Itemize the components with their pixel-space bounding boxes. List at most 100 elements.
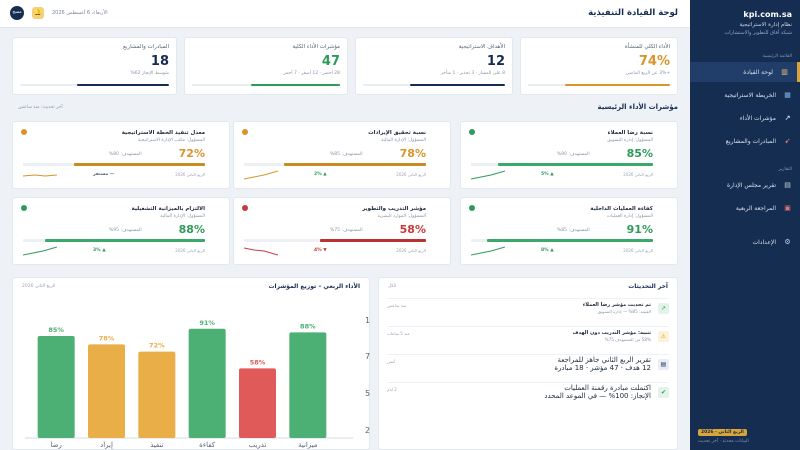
- status-dot: [469, 205, 475, 211]
- topbar: لوحة القيادة التنفيذية مسج 🔔 الأربعاء، 6…: [0, 0, 690, 28]
- sparkline-line: [244, 247, 278, 256]
- kpi-owner: المسؤول: إدارة التسويق: [607, 138, 653, 143]
- sidebar-item-dashboard[interactable]: ▥ لوحة القيادة: [690, 62, 800, 82]
- kpi-progress-track: [471, 163, 653, 166]
- bar-value-label: 91%: [199, 319, 215, 327]
- kpi-card[interactable]: معدل تنفيذ الخطة الاستراتيجية المسؤول: مك…: [12, 121, 230, 189]
- bar-value-label: 78%: [99, 334, 115, 342]
- chart-title: الأداء الربعي – توزيع المؤشرات: [268, 283, 360, 290]
- avatar[interactable]: مسج: [10, 6, 24, 20]
- kpi-progress-track: [471, 239, 653, 242]
- kpi-name: مؤشر التدريب والتطوير: [362, 206, 426, 212]
- stat-sub: متوسط الإنجاز 62%: [130, 71, 169, 76]
- update-detail: 58% من المستهدف 75%: [604, 337, 651, 342]
- update-item[interactable]: ⚠ تنبيه: مؤشر التدريب دون الهدف 58% من الم…: [387, 326, 669, 350]
- update-time: 2 أيام: [387, 387, 397, 392]
- stat-sub: +3% عن الربع الماضي: [625, 71, 670, 76]
- sidebar-footer-note: البيانات محدثة · آخر تحديث: [698, 439, 749, 444]
- sidebar-item-label: تقرير مجلس الإدارة: [726, 181, 776, 189]
- y-tick-label: 1: [365, 316, 370, 325]
- update-title: تقرير الربع الثاني جاهز للمراجعة: [557, 356, 651, 364]
- update-item[interactable]: ▤ تقرير الربع الثاني جاهز للمراجعة 12 هدف …: [387, 354, 669, 378]
- kpi-card[interactable]: نسبة رضا العملاء المسؤول: إدارة التسويق 85…: [460, 121, 678, 189]
- updates-title: آخر التحديثات: [628, 283, 668, 290]
- kpi-target: المستهدف: 85%: [330, 152, 363, 157]
- stat-value: 18: [150, 54, 169, 69]
- bar[interactable]: [37, 336, 75, 438]
- kpi-target: المستهدف: 90%: [557, 152, 590, 157]
- sparkline: [244, 247, 278, 256]
- kpi-progress-track: [23, 239, 205, 242]
- stat-label: الأهداف الاستراتيجية: [458, 44, 505, 50]
- sparkline-line: [244, 170, 278, 180]
- kpi-updated: الربع الثاني 2026: [396, 172, 426, 177]
- x-tick-label: تدريب: [249, 441, 267, 449]
- kpi-progress-track: [23, 163, 205, 166]
- kpi-owner: المسؤول: مكتب الإدارة الاستراتيجية: [137, 138, 205, 143]
- kpi-target: المستهدف: 95%: [109, 228, 142, 233]
- sidebar-item-kpis[interactable]: ↗ مؤشرات الأداء: [690, 108, 800, 128]
- kpi-value: 85%: [626, 147, 653, 160]
- update-time: منذ 5 ساعات: [387, 331, 410, 336]
- sidebar-item-quarterly-review[interactable]: ▣ المراجعة الربعية: [690, 198, 800, 218]
- x-tick-label: كفاءة: [199, 441, 216, 449]
- bar-chart: 1 7 5 2 88% ميزانية 58% تدريب 91% كفاءة 72% تنفيذ 78…: [25, 316, 370, 449]
- sidebar-item-settings[interactable]: ⚙ الإعدادات: [690, 232, 800, 252]
- sidebar-item-label: المبادرات والمشاريع: [725, 137, 776, 145]
- kpi-trend: — مستقر: [93, 172, 115, 177]
- bell-icon[interactable]: 🔔: [32, 7, 44, 19]
- sidebar-item-board-report[interactable]: ▤ تقرير مجلس الإدارة: [690, 175, 800, 195]
- sparkline: [23, 246, 57, 256]
- update-item[interactable]: ↗ تم تحديث مؤشر رضا العملاء القيمة: 85% — …: [387, 298, 669, 322]
- update-title: تنبيه: مؤشر التدريب دون الهدف: [572, 330, 651, 336]
- kpi-progress-fill: [498, 163, 653, 166]
- bar[interactable]: [88, 344, 125, 438]
- sidebar-item-label: لوحة القيادة: [743, 68, 773, 76]
- sidebar-item-initiatives[interactable]: ➹ المبادرات والمشاريع: [690, 131, 800, 151]
- sidebar-item-strategy-map[interactable]: ▦ الخريطة الاستراتيجية: [690, 85, 800, 105]
- kpi-card[interactable]: مؤشر التدريب والتطوير المسؤول: الموارد ال…: [233, 197, 451, 265]
- kpi-value: 91%: [626, 223, 653, 236]
- kpi-card[interactable]: الالتزام بالميزانية التشغيلية المسؤول: ال…: [12, 197, 230, 265]
- kpi-card[interactable]: نسبة تحقيق الإيرادات المسؤول: الإدارة الم…: [233, 121, 451, 189]
- brand: kpi.com.sa نظام إدارة الاستراتيجية شبكة …: [690, 0, 800, 42]
- bar[interactable]: [138, 351, 176, 438]
- chart-period: الربع الثاني 2026: [22, 284, 56, 289]
- status-dot: [469, 129, 475, 135]
- update-detail: القيمة: 85% — إدارة التسويق: [597, 309, 651, 314]
- trend-icon: ↗: [658, 303, 669, 314]
- stat-card-objectives[interactable]: الأهداف الاستراتيجية 12 8 على المسار · 3…: [355, 37, 513, 95]
- y-tick-label: 7: [365, 352, 370, 361]
- kpi-target: المستهدف: 80%: [109, 152, 142, 157]
- kpi-value: 88%: [178, 223, 205, 236]
- x-tick-label: تنفيذ: [150, 441, 163, 449]
- sidebar-item-label: المراجعة الربعية: [735, 204, 776, 212]
- update-title: تم تحديث مؤشر رضا العملاء: [582, 302, 651, 308]
- update-item[interactable]: ✔ اكتملت مبادرة رقمنة العمليات الإنجاز: 10…: [387, 382, 669, 406]
- stat-value: 74%: [638, 54, 670, 69]
- kpi-value: 72%: [178, 147, 205, 160]
- update-time: أمس: [387, 359, 396, 364]
- bar[interactable]: [289, 332, 327, 438]
- sidebar-footer: الربع الثاني · 2026 البيانات محدثة · آخر…: [698, 429, 792, 444]
- stat-card-initiatives[interactable]: المبادرات والمشاريع 18 متوسط الإنجاز 62%: [12, 37, 177, 95]
- sparkline: [471, 246, 505, 256]
- sparkline: [471, 170, 505, 180]
- chart-icon: ▥: [781, 67, 788, 76]
- bar[interactable]: [239, 368, 276, 438]
- stat-progress-track: [363, 84, 505, 86]
- sidebar-section-reports: التقارير: [778, 167, 792, 172]
- updates-view-all[interactable]: الكل: [388, 284, 397, 289]
- bar[interactable]: [188, 328, 226, 438]
- kpi-section-title: مؤشرات الأداء الرئيسية: [597, 103, 678, 111]
- kpi-target: المستهدف: 75%: [330, 228, 363, 233]
- kpi-owner: المسؤول: إدارة العمليات: [606, 214, 653, 219]
- updates-card: آخر التحديثات الكل ↗ تم تحديث مؤشر رضا ال…: [378, 277, 678, 450]
- stat-label: المبادرات والمشاريع: [122, 44, 169, 50]
- bar-value-label: 58%: [250, 358, 266, 366]
- stat-card-overall[interactable]: الأداء الكلي للمنشأة 74% +3% عن الربع ال…: [520, 37, 678, 95]
- kpi-updated: الربع الثاني 2026: [175, 248, 205, 253]
- status-dot: [21, 129, 27, 135]
- kpi-card[interactable]: كفاءة العمليات الداخلية المسؤول: إدارة ال…: [460, 197, 678, 265]
- stat-card-kpis[interactable]: مؤشرات الأداء الكلية 47 28 أخضر · 12 أصف…: [184, 37, 348, 95]
